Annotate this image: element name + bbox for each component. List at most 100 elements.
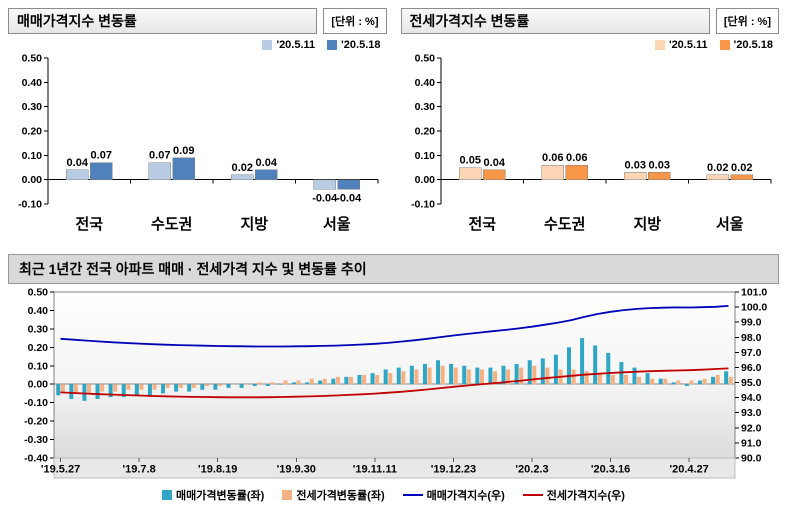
bar-sale-20-5-18 <box>255 169 278 180</box>
bar-jeonse-change <box>466 369 471 385</box>
bar-value-label: -0.04 <box>312 192 338 204</box>
y-tick-label: 0.20 <box>414 126 435 138</box>
y-tick-label: 0.30 <box>414 101 435 113</box>
bar-sale-change <box>344 376 349 385</box>
bar-sale-change <box>82 384 87 401</box>
legend-label: '20.5.18 <box>733 38 773 51</box>
left-y-tick-label: 0.20 <box>28 342 49 354</box>
bar-sale-change <box>357 375 362 385</box>
bar-jeonse-20-5-11 <box>623 172 646 180</box>
category-label: 전국 <box>468 216 496 233</box>
bar-value-label: -0.04 <box>336 192 362 204</box>
bar-jeonse-20-5-18 <box>482 169 505 180</box>
category-label: 지방 <box>240 215 268 233</box>
legend-item: 전세가격변동률(좌) <box>282 487 385 503</box>
bar-sale-change <box>436 360 441 385</box>
left-y-tick-label: -0.10 <box>24 397 48 409</box>
x-tick-label: '20.2.3 <box>515 464 548 476</box>
bar-jeonse-change <box>257 382 262 385</box>
bar-jeonse-change <box>73 384 78 394</box>
bar-sale-change <box>580 338 585 385</box>
bar-jeonse-change <box>362 375 367 385</box>
bar-value-label: 0.03 <box>648 159 669 171</box>
right-y-tick-label: 95.0 <box>741 377 762 389</box>
bar-jeonse-change <box>506 369 511 385</box>
bar-sale-change <box>200 384 205 390</box>
right-y-tick-label: 101.0 <box>741 288 767 299</box>
bar-sale-change <box>449 363 454 385</box>
bar-jeonse-change <box>663 378 668 385</box>
bar-sale-change <box>409 365 414 385</box>
left-y-tick-label: -0.30 <box>24 434 48 446</box>
bar-jeonse-change <box>571 369 576 385</box>
bar-jeonse-change <box>60 384 65 392</box>
y-tick-label: 0.30 <box>22 101 43 113</box>
category-label: 서울 <box>715 216 743 233</box>
y-tick-label: 0.50 <box>22 53 43 65</box>
bar-sale-change <box>187 384 192 392</box>
bar-jeonse-change <box>440 365 445 385</box>
bar-value-label: 0.05 <box>459 155 480 167</box>
bar-jeonse-20-5-11 <box>458 167 481 180</box>
bar-sale-change <box>488 367 493 385</box>
bar-value-label: 0.02 <box>232 162 253 174</box>
jeonse-chart-title: 전세가격지수 변동률 <box>400 8 710 34</box>
bar-sale-change <box>161 384 166 394</box>
category-label: 수도권 <box>544 215 585 233</box>
x-tick-label: '20.4.27 <box>669 464 708 476</box>
bar-jeonse-change <box>309 378 314 385</box>
legend-label: 전세가격지수(우) <box>546 490 625 502</box>
y-tick-label: 0.50 <box>414 53 435 65</box>
legend-square-swatch <box>719 39 730 50</box>
y-tick-label: -0.10 <box>411 199 435 211</box>
right-y-tick-label: 99.0 <box>741 317 762 329</box>
left-y-tick-label: 0.00 <box>28 379 49 391</box>
y-tick-label: 0.00 <box>414 174 435 186</box>
x-tick-label: '19.8.19 <box>198 464 237 476</box>
bar-sale-change <box>462 365 467 385</box>
bar-jeonse-change <box>388 373 393 385</box>
bar-jeonse-change <box>191 384 196 388</box>
jeonse-price-panel: 전세가격지수 변동률 [단위 : %] '20.5.11 '20.5.18 0.5… <box>400 8 779 244</box>
bar-sale-change <box>553 354 558 385</box>
y-tick-label: 0.10 <box>414 150 435 162</box>
bar-jeonse-change <box>401 371 406 385</box>
bar-sale-change <box>514 363 519 385</box>
bar-sale-change <box>540 358 545 385</box>
bar-sale-change <box>422 363 427 385</box>
bar-jeonse-change <box>126 384 131 390</box>
bar-jeonse-change <box>375 375 380 385</box>
bar-sale-change <box>724 371 729 385</box>
right-y-tick-label: 92.0 <box>741 422 762 434</box>
bar-jeonse-change <box>493 371 498 385</box>
category-label: 전국 <box>75 216 103 233</box>
bar-sale-20-5-11 <box>66 169 89 180</box>
bar-jeonse-change <box>597 373 602 385</box>
x-tick-label: '19.9.30 <box>277 464 316 476</box>
bar-jeonse-20-5-11 <box>541 164 564 180</box>
x-tick-label: '20.3.16 <box>591 464 630 476</box>
legend-square-swatch <box>327 39 338 50</box>
bar-sale-change <box>121 384 126 398</box>
bar-jeonse-change <box>348 376 353 385</box>
category-label: 지방 <box>633 215 661 233</box>
right-y-tick-label: 90.0 <box>741 453 762 465</box>
bar-sale-change <box>501 365 506 385</box>
bar-jeonse-change <box>532 365 537 385</box>
bar-jeonse-change <box>519 367 524 385</box>
legend-label: '20.5.11 <box>668 38 708 51</box>
bar-jeonse-change <box>623 375 628 385</box>
bar-value-label: 0.02 <box>707 162 728 174</box>
left-y-tick-label: -0.40 <box>24 453 48 465</box>
category-label: 수도권 <box>151 215 192 233</box>
bar-sale-change <box>147 384 152 396</box>
bar-jeonse-change <box>178 384 183 388</box>
x-tick-label: '19.12.23 <box>431 464 476 476</box>
bar-sale-change <box>527 360 532 385</box>
x-tick-label: '19.5.27 <box>41 464 80 476</box>
bar-jeonse-change <box>87 384 92 394</box>
trend-chart-title: 최근 1년간 전국 아파트 매매 · 전세가격 지수 및 변동률 추이 <box>8 254 779 284</box>
bar-jeonse-change <box>204 384 209 387</box>
bar-jeonse-change <box>139 384 144 390</box>
